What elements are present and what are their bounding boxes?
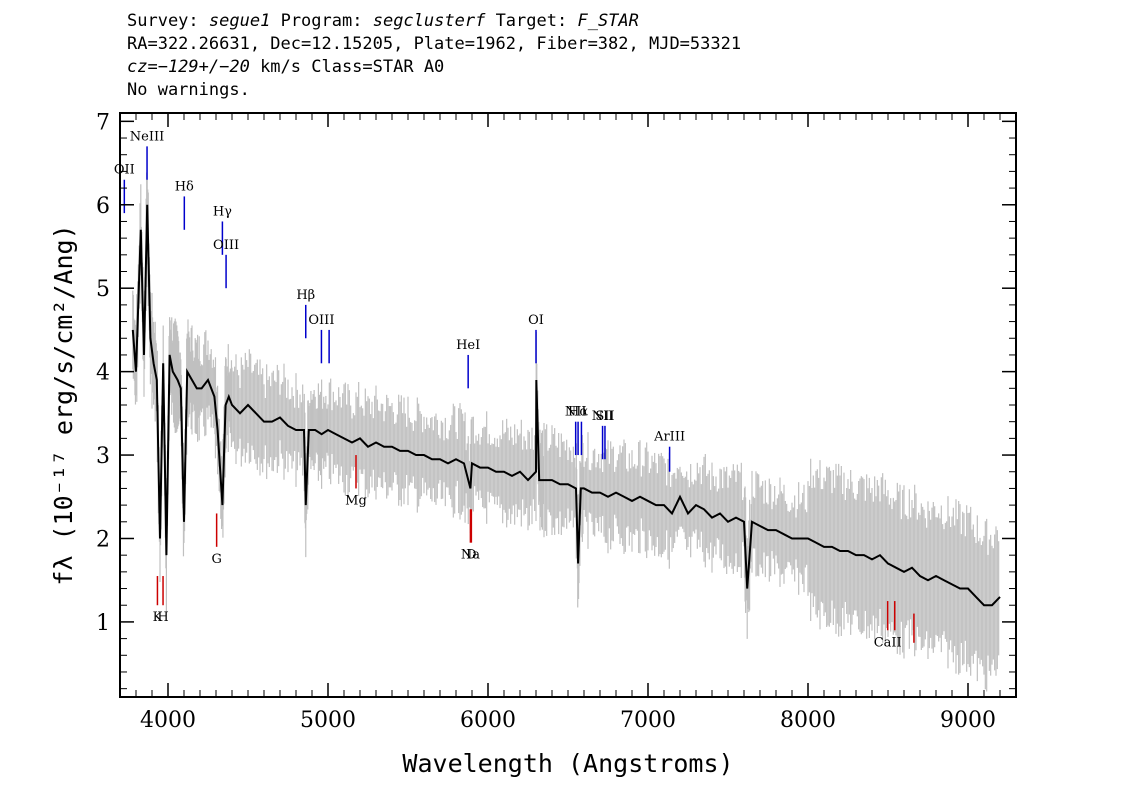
absorption-line-label: Na <box>461 548 480 563</box>
survey-value: segue1 <box>208 11 271 31</box>
emission-line-label: OII <box>114 163 135 178</box>
y-tick-label: 3 <box>96 444 110 469</box>
header-line-coordinates: RA=322.26631, Dec=12.15205, Plate=1962, … <box>127 34 742 54</box>
emission-line-label: NII <box>592 409 614 424</box>
x-tick-label: 7000 <box>620 708 676 733</box>
y-tick-label: 5 <box>96 277 110 302</box>
spectrum-header: Survey: segue1 Program: segclusterf Targ… <box>127 10 741 102</box>
absorption-line-label: Mg <box>345 493 367 508</box>
x-tick-label: 4000 <box>140 708 196 733</box>
emission-line-label: OI <box>528 313 544 328</box>
emission-line-label: HeI <box>456 338 480 353</box>
header-line-redshift: cz=−129+/−20 km/s Class=STAR A0 <box>127 56 741 79</box>
emission-line-label: Hγ <box>213 204 232 219</box>
header-line-survey: Survey: segue1 Program: segclusterf Targ… <box>127 10 741 33</box>
x-axis-label: Wavelength (Angstroms) <box>402 749 733 778</box>
survey-label: Survey: <box>127 11 199 31</box>
x-tick-label: 8000 <box>780 708 836 733</box>
emission-line-label: NeIII <box>130 129 164 144</box>
spectrum-series-line <box>131 204 1001 607</box>
axis-ticks: 4000 5000 6000 7000 8000 9000 1 2 3 4 5 6 7 <box>96 110 1017 733</box>
x-tick-label: 6000 <box>460 708 516 733</box>
emission-line-label: OIII <box>308 313 334 328</box>
error-band <box>132 172 1000 692</box>
y-tick-label: 2 <box>96 527 110 552</box>
absorption-line-label: D <box>466 548 476 563</box>
emission-line-label: SII <box>595 409 614 424</box>
y-tick-label: 1 <box>96 611 110 636</box>
absorption-line-label: K <box>153 610 163 625</box>
absorption-line-label: CaII <box>874 635 902 650</box>
header-line-warnings: No warnings. <box>127 80 250 100</box>
y-axis-label: fλ (10⁻¹⁷ erg/s/cm²/Ang) <box>49 224 78 585</box>
emission-line-label: ArIII <box>653 430 685 445</box>
cz-value: cz=−129+/−20 <box>127 57 250 77</box>
absorption-line-label: H <box>157 610 168 625</box>
y-tick-label: 6 <box>96 194 110 219</box>
emission-line-label: Hβ <box>296 288 315 303</box>
class-text: km/s Class=STAR A0 <box>249 57 445 77</box>
program-value: segclusterf <box>372 11 486 31</box>
y-tick-label: 7 <box>96 110 110 135</box>
absorption-line-label: G <box>211 552 221 567</box>
target-value: F_STAR <box>577 11 639 31</box>
emission-line-label: NII <box>565 405 587 420</box>
x-tick-label: 5000 <box>300 708 356 733</box>
x-tick-label: 9000 <box>940 708 996 733</box>
emission-line-label: Hδ <box>175 179 194 194</box>
emission-line-label: Hα <box>568 405 588 420</box>
y-tick-label: 4 <box>96 361 110 386</box>
target-label: Target: <box>495 11 568 31</box>
emission-line-label: OIII <box>213 238 239 253</box>
program-label: Program: <box>280 11 363 31</box>
